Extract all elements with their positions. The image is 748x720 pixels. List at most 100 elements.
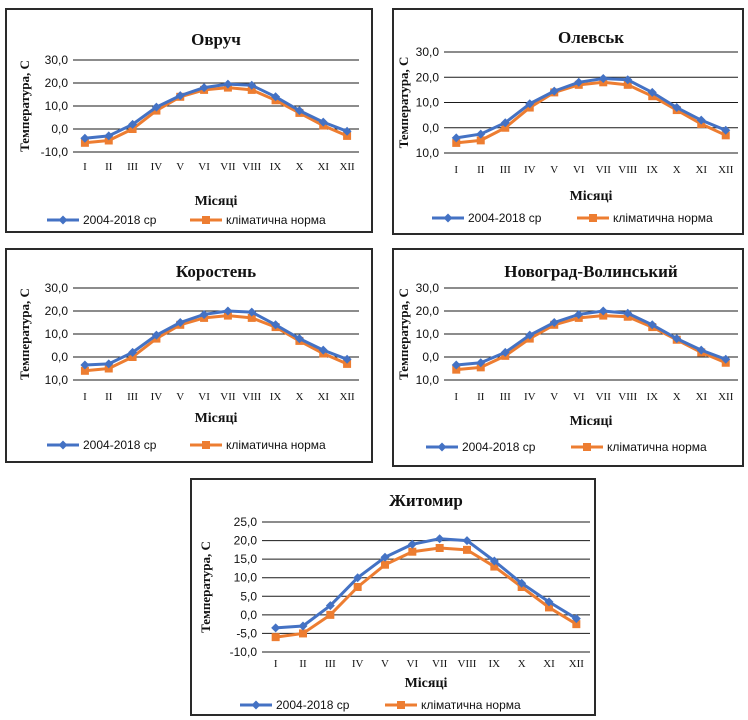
- data-point: [247, 313, 256, 322]
- series-line: [456, 309, 727, 367]
- x-tick-label: V: [550, 391, 558, 403]
- x-axis-label: Місяці: [570, 189, 613, 204]
- y-tick-label: 10,0: [416, 327, 440, 341]
- data-point: [175, 91, 185, 101]
- x-tick-label: III: [500, 164, 511, 176]
- x-axis-label: Місяці: [570, 414, 613, 429]
- data-point: [525, 330, 535, 340]
- data-point: [490, 562, 499, 571]
- data-point: [342, 354, 352, 364]
- x-tick-label: IV: [524, 164, 536, 176]
- data-point: [294, 334, 304, 344]
- x-tick-label: II: [299, 658, 307, 670]
- data-point: [381, 560, 389, 569]
- data-point: [342, 126, 352, 136]
- legend-label: 2004-2018 ср: [83, 213, 157, 227]
- x-tick-label: IV: [352, 658, 364, 670]
- x-tick-label: VIII: [242, 391, 261, 403]
- x-tick-label: VI: [573, 164, 585, 176]
- x-tick-label: VI: [573, 391, 585, 403]
- data-point: [721, 131, 730, 140]
- x-tick-label: IX: [646, 391, 658, 403]
- y-tick-label: 20,0: [234, 534, 258, 548]
- data-point: [353, 583, 362, 591]
- data-point: [476, 129, 486, 139]
- x-tick-label: II: [105, 161, 113, 173]
- data-point: [525, 99, 535, 109]
- x-tick-label: VI: [198, 391, 210, 403]
- x-tick-label: V: [176, 391, 184, 403]
- legend-marker: [437, 442, 447, 452]
- y-tick-label: 10,0: [416, 96, 440, 110]
- y-tick-label: 10,0: [45, 373, 69, 387]
- chart-title: Житомир: [389, 491, 463, 510]
- data-point: [517, 578, 527, 588]
- data-point: [80, 133, 90, 143]
- x-tick-label: XI: [695, 164, 707, 176]
- legend-label: кліматична норма: [607, 440, 707, 454]
- x-axis-label: Місяці: [195, 411, 238, 426]
- x-axis-label: Місяці: [195, 194, 238, 209]
- y-tick-label: 0,0: [51, 122, 68, 136]
- data-point: [696, 345, 706, 355]
- data-point: [623, 80, 632, 89]
- x-tick-label: X: [295, 391, 303, 403]
- data-point: [223, 79, 233, 89]
- data-point: [175, 318, 185, 327]
- series-line: [84, 82, 348, 140]
- series-line: [275, 546, 578, 639]
- data-point: [500, 118, 510, 128]
- data-point: [271, 633, 280, 642]
- data-point: [549, 318, 559, 327]
- data-point: [476, 136, 485, 145]
- data-point: [489, 556, 499, 566]
- chart-svg: Овруч-10,00,010,020,030,0I II III IV V VI VII V…: [17, 30, 359, 227]
- data-point: [294, 106, 304, 116]
- y-tick-label: 15,0: [234, 552, 258, 566]
- data-point: [476, 358, 486, 368]
- data-point: [271, 623, 281, 633]
- y-tick-label: -10,0: [230, 645, 258, 659]
- data-point: [271, 92, 281, 102]
- x-tick-label: XII: [718, 391, 734, 403]
- data-point: [326, 610, 335, 619]
- legend-label: кліматична норма: [226, 438, 326, 452]
- data-point: [247, 85, 256, 94]
- x-tick-label: V: [176, 161, 184, 173]
- y-tick-label: 10,0: [45, 99, 69, 113]
- data-point: [407, 539, 417, 549]
- y-tick-label: 20,0: [416, 304, 440, 318]
- series-line: [456, 77, 727, 140]
- x-tick-label: VI: [407, 658, 419, 670]
- chart-title: Олевськ: [558, 28, 624, 47]
- x-tick-label: XII: [339, 161, 355, 173]
- y-tick-label: 30,0: [45, 53, 69, 67]
- x-tick-label: VI: [198, 161, 210, 173]
- x-tick-label: I: [274, 658, 278, 670]
- x-tick-label: XI: [695, 391, 707, 403]
- chart-title: Овруч: [191, 30, 241, 49]
- x-axis-label: Місяці: [405, 676, 448, 691]
- data-point: [544, 597, 554, 607]
- data-point: [623, 75, 633, 85]
- x-tick-label: V: [550, 164, 558, 176]
- x-tick-label: XII: [718, 164, 734, 176]
- y-tick-label: 10,0: [45, 327, 69, 341]
- x-tick-label: VII: [220, 391, 236, 403]
- data-point: [672, 334, 682, 344]
- x-tick-label: X: [673, 391, 681, 403]
- legend-label: кліматична норма: [421, 698, 521, 712]
- chart-panel-olevsk: Олевськ 10,0 0,0 10,0 20,0 30,0 I II III IV V VI VII…: [392, 8, 744, 235]
- data-point: [151, 102, 161, 112]
- x-tick-label: XII: [569, 658, 585, 670]
- data-point: [598, 74, 608, 84]
- data-point: [299, 629, 307, 638]
- x-tick-label: VII: [432, 658, 448, 670]
- data-point: [672, 103, 682, 113]
- chart-panel-novohrad-volynskyi: Новоград-Волинський 10,0 0,0 10,0 20,0 30,0 I I…: [392, 248, 744, 467]
- data-point: [451, 133, 461, 143]
- data-point: [80, 138, 89, 147]
